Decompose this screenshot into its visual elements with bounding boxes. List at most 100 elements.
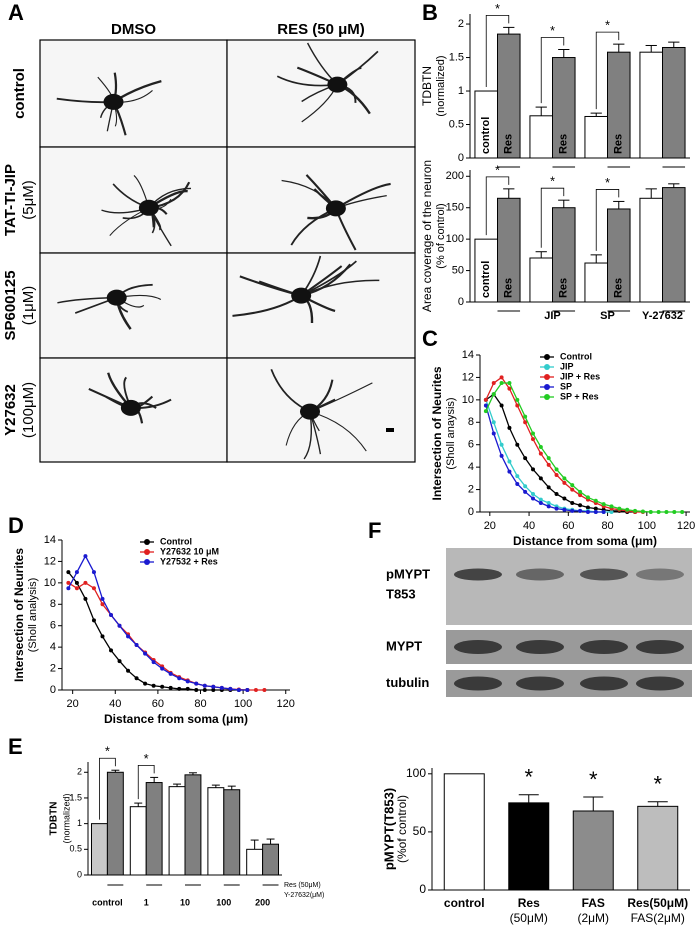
data-point [633,508,638,513]
data-point [483,397,488,402]
data-point [83,554,88,559]
data-point [185,686,190,691]
x-tick-label: 80 [194,698,206,710]
panel-label: C [422,326,438,351]
bar-text: Res [503,278,515,298]
y-axis-label: (Sholl analysis) [27,578,39,653]
sig-label: * [495,162,500,177]
micrograph [39,252,228,359]
x-tick-label: 100 [216,897,231,907]
series-line [68,582,265,691]
sig-label: * [589,767,598,792]
data-point [117,659,122,664]
data-point [499,453,504,458]
data-point [177,676,182,681]
bar-text: Res [613,134,625,154]
x-tick-sublabel: (50μM) [510,911,548,925]
bar [129,806,147,876]
data-point [546,485,551,490]
x-tick-label: FAS [582,896,605,910]
data-point [491,420,496,425]
legend-marker [544,354,550,360]
x-tick-label: 20 [67,698,79,710]
data-point [515,481,520,486]
x-axis-label: Distance from soma (μm) [104,712,248,726]
soma [325,200,346,217]
sig-label: * [550,23,555,38]
bar [639,51,664,159]
data-point [117,623,122,628]
sig-bracket [595,31,620,110]
data-point [109,648,114,653]
row-label: (5μM) [20,180,37,219]
sig-bracket [595,189,620,251]
data-point [168,671,173,676]
y-tick-label: 2 [458,18,464,30]
bar [184,774,202,876]
data-point [578,489,583,494]
blot-band [454,640,502,654]
data-point [507,386,512,391]
y-axis-label: Intersection of Neurites [430,366,444,500]
blot-strip [446,548,692,625]
data-point [507,381,512,386]
scale-bar [386,428,394,432]
blot-band [636,640,684,654]
bar [262,843,280,876]
data-point [546,501,551,506]
data-point [601,510,606,514]
row-label: Y-27632(μM) [284,892,324,899]
sig-bracket [137,765,155,800]
data-point [219,685,224,690]
bar-text: Res [558,134,570,154]
x-tick-label: Y-27632 [642,310,683,322]
y-tick-label: 10 [462,394,474,406]
legend-marker [544,394,550,400]
y-tick-label: 1 [458,85,464,97]
y-tick-label: 6 [50,620,56,632]
soma [138,199,159,216]
row-label: control [11,68,28,119]
blot-band [580,640,628,654]
panel-label: E [8,734,23,759]
y-tick-label: 12 [462,371,474,383]
sig-label: * [495,1,500,16]
bar [207,787,225,876]
data-point [74,586,79,591]
row-label: (100μM) [20,382,37,438]
data-point [483,403,488,408]
micrograph [226,39,416,148]
y-tick-label: 2 [468,483,474,495]
series-line [485,405,604,513]
data-point [593,510,598,514]
data-point [177,686,182,691]
data-point [585,510,590,514]
y-axis-label: Area coverage of the neuron [420,160,434,312]
y-tick-label: 2 [50,662,56,674]
data-point [74,570,79,575]
data-point [185,679,190,684]
column-header: RES (50 μM) [277,21,365,38]
panel-label: F [368,518,381,543]
data-point [585,505,590,510]
blot-label: pMYPT [386,566,430,581]
bar [637,805,679,891]
data-point [262,688,267,692]
x-tick-label: control [92,897,123,907]
y-tick-label: 2 [77,767,82,777]
x-tick-label: SP [600,310,615,322]
data-point [91,618,96,623]
data-point [625,507,630,512]
data-point [570,487,575,492]
data-point [617,506,622,511]
bar-text: Res [558,278,570,298]
x-tick-label: JIP [544,310,561,322]
y-tick-label: 0.5 [449,118,464,130]
legend-label: Control [560,351,592,361]
data-point [66,580,71,585]
series-line [67,571,248,691]
y-axis-label: (normalized) [61,793,71,843]
data-point [483,409,488,414]
data-point [228,686,233,691]
soma [299,403,320,420]
